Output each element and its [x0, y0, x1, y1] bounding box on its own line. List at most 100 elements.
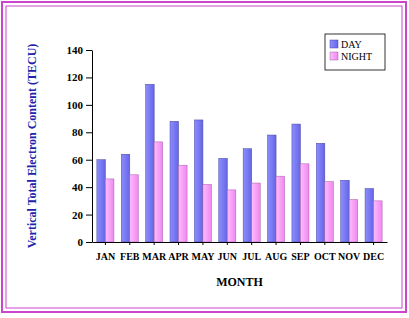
bar — [252, 183, 261, 242]
chart: 0 20 40 60 80 100 120 140 JAN FEBMARAPRMAYJUN JUL A… — [0, 0, 409, 318]
bar — [276, 176, 285, 242]
bar — [97, 160, 106, 242]
legend-box — [325, 34, 385, 70]
y-tick-label: 60 — [72, 154, 84, 166]
bar — [227, 190, 236, 242]
x-tick-label: JUN — [218, 251, 238, 262]
bar — [121, 154, 130, 242]
y-axis: 0 20 40 60 80 100 120 140 — [67, 44, 93, 248]
x-axis-line — [93, 242, 388, 243]
x-tick-label: JUL — [242, 251, 261, 262]
bar — [349, 199, 358, 242]
bar — [203, 184, 212, 242]
legend-label: NIGHT — [341, 51, 372, 62]
x-tick-label: NOV — [338, 251, 361, 262]
bar — [292, 124, 301, 242]
x-tick: APR — [168, 242, 189, 262]
y-tick-label: 140 — [67, 44, 84, 56]
x-tick-label: DEC — [363, 251, 384, 262]
x-tick: JUN — [218, 242, 238, 262]
bar — [154, 142, 163, 242]
bar — [194, 120, 203, 242]
bar — [105, 179, 114, 242]
x-tick: MAY — [191, 242, 215, 262]
x-tick-label: SEP — [291, 251, 309, 262]
y-tick-line — [86, 105, 92, 106]
plot: 0 20 40 60 80 100 120 140 JAN FEBMARAPRMAYJUN JUL A… — [67, 44, 388, 262]
x-tick-label: MAR — [142, 251, 167, 262]
x-tick-label: FEB — [120, 251, 140, 262]
x-tick-label: OCT — [314, 251, 336, 262]
bar — [365, 189, 374, 242]
bar — [374, 201, 383, 242]
bar — [146, 84, 155, 242]
y-tick: 20 — [72, 209, 92, 221]
y-tick-line — [86, 132, 92, 133]
y-axis-line — [92, 51, 93, 243]
x-tick-line — [324, 242, 325, 245]
x-tick: MAR — [142, 242, 167, 262]
x-tick: JAN — [96, 242, 116, 262]
bar — [341, 180, 350, 242]
frame — [2, 2, 406, 312]
x-tick-line — [154, 242, 155, 245]
x-tick-label: AUG — [265, 251, 287, 262]
y-tick-label: 0 — [78, 236, 84, 248]
x-tick: FEB — [120, 242, 140, 262]
x-tick: OCT — [314, 242, 336, 262]
x-tick-line — [251, 242, 252, 245]
y-tick: 0 — [78, 236, 93, 248]
y-tick-line — [86, 50, 92, 51]
x-tick-label: MAY — [191, 251, 215, 262]
legend-label: DAY — [341, 39, 362, 50]
x-axis-title: MONTH — [216, 275, 263, 289]
y-tick-line — [86, 242, 92, 243]
y-tick-label: 40 — [72, 181, 84, 193]
x-tick: JUL — [242, 242, 261, 262]
y-tick-label: 120 — [67, 71, 84, 83]
y-tick: 100 — [67, 99, 93, 111]
y-tick: 140 — [67, 44, 93, 56]
x-tick-line — [202, 242, 203, 245]
y-tick: 120 — [67, 71, 93, 83]
x-tick: NOV — [338, 242, 361, 262]
x-tick: AUG — [265, 242, 287, 262]
y-tick-label: 80 — [72, 126, 84, 138]
y-tick-label: 20 — [72, 209, 84, 221]
legend-swatch — [330, 40, 338, 48]
legend-swatch — [330, 52, 338, 60]
bar — [219, 158, 228, 242]
x-tick-label: APR — [168, 251, 189, 262]
y-tick: 80 — [72, 126, 92, 138]
y-tick-line — [86, 160, 92, 161]
x-axis: JAN FEBMARAPRMAYJUN JUL AUG SEP OCTNOVDEC — [93, 242, 388, 262]
y-tick-line — [86, 215, 92, 216]
y-tick: 60 — [72, 154, 92, 166]
frame-inner — [6, 6, 402, 308]
x-tick-line — [105, 242, 106, 245]
bar — [170, 121, 179, 242]
bar — [268, 135, 277, 242]
y-tick: 40 — [72, 181, 92, 193]
bar — [316, 143, 325, 242]
x-tick-line — [349, 242, 350, 245]
y-tick-line — [86, 77, 92, 78]
x-tick-line — [276, 242, 277, 245]
bar — [243, 149, 252, 242]
y-tick-label: 100 — [67, 99, 84, 111]
x-tick-label: JAN — [96, 251, 116, 262]
y-tick-line — [86, 187, 92, 188]
x-tick-line — [300, 242, 301, 245]
x-tick-line — [227, 242, 228, 245]
bars — [97, 84, 382, 242]
bar — [300, 164, 309, 242]
x-tick-line — [178, 242, 179, 245]
bar — [130, 175, 139, 242]
x-tick-line — [129, 242, 130, 245]
x-tick: DEC — [363, 242, 384, 262]
bar — [325, 182, 334, 242]
legend: DAYNIGHT — [325, 34, 385, 70]
x-tick-line — [373, 242, 374, 245]
bar — [179, 165, 188, 242]
x-tick: SEP — [291, 242, 309, 262]
